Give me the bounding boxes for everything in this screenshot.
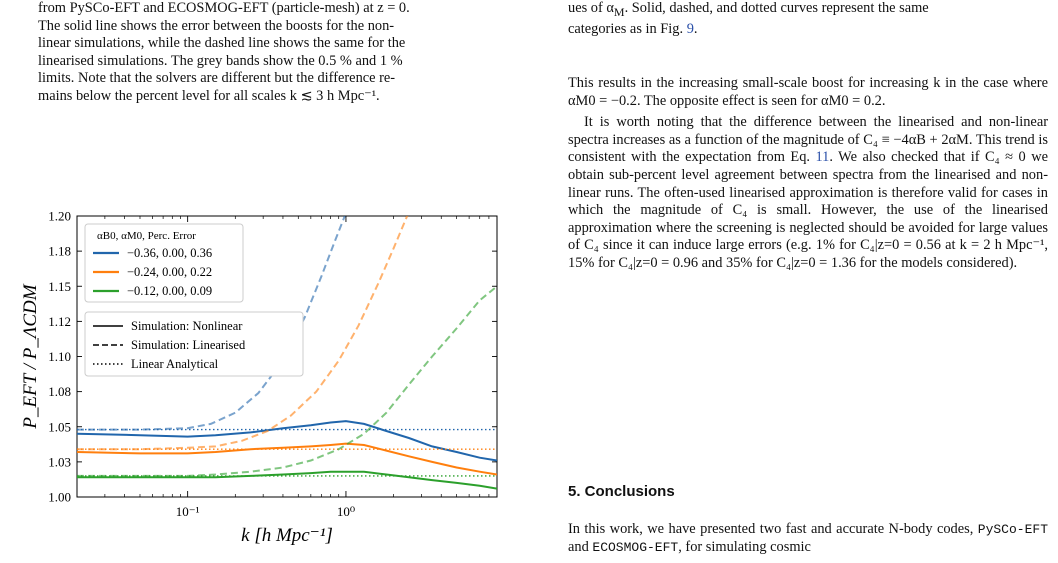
series-1-nonlinear (77, 442, 497, 476)
power-spectrum-ratio-figure: 1.00 1.03 1.05 1.08 1.10 1.12 1.15 1.18 1.20 10⁻¹… (20, 209, 498, 546)
y-tick-label-0: 1.00 (48, 490, 71, 505)
style-legend-entry-0: Simulation: Nonlinear (131, 319, 243, 333)
right-paragraph-1: This results in the increasing small-sca… (568, 75, 1048, 109)
legend-title: αB0, αM0, Perc. Error (97, 230, 196, 242)
legend-entry-0: −0.36, 0.00, 0.36 (127, 246, 212, 260)
axis-layer: 1.00 1.03 1.05 1.08 1.10 1.12 1.15 1.18 1.20 10⁻¹… (20, 209, 498, 546)
style-legend-entry-1: Simulation: Linearised (131, 338, 246, 352)
x-tick-label-1: 10⁰ (337, 504, 355, 519)
series-1-linearised (77, 216, 409, 451)
conclusion-mid: and (568, 538, 593, 555)
series-2-linearised (77, 285, 497, 477)
y-axis-label: P_EFT / P_ΛCDM (20, 283, 41, 429)
y-tick-label-4: 1.10 (48, 349, 71, 364)
y-tick-label-2: 1.05 (48, 419, 71, 434)
left-caption-line-4: limits. Note that the solvers are differ… (38, 70, 396, 87)
right-paragraph-2: It is worth noting that the difference b… (568, 114, 1048, 272)
right-paragraph-2-b: . We also checked that if C₄ ≈ 0 we obta… (568, 149, 1048, 271)
left-caption-line-3: linearised simulations. The grey bands s… (38, 52, 403, 69)
right-caption-part-3: categories as in Fig. (568, 21, 687, 38)
series-0-nonlinear (77, 420, 497, 462)
series-0-linearised (77, 216, 346, 431)
y-tick-label-7: 1.18 (48, 244, 71, 259)
right-column: ues of αM. Solid, dashed, and dotted cur… (568, 0, 1048, 273)
right-caption-part-0: ues of α (568, 0, 614, 16)
series-2-nonlinear (77, 470, 497, 490)
conclusion-b: , for simulating cosmic (678, 538, 811, 555)
right-caption: ues of αM. Solid, dashed, and dotted cur… (568, 0, 1048, 39)
y-tick-label-6: 1.15 (48, 279, 71, 294)
style-legend-entry-2: Linear Analytical (131, 357, 219, 371)
y-tick-label-8: 1.20 (48, 209, 71, 224)
y-tick-label-1: 1.03 (48, 454, 71, 469)
code-name-pysco: PySCo-EFT (977, 522, 1048, 537)
left-caption: from PySCo-EFT and ECOSMOG-EFT (particle… (38, 0, 508, 106)
right-caption-part-1: M (613, 4, 625, 19)
y-tick-label-5: 1.12 (48, 314, 71, 329)
conclusion-paragraph: In this work, we have presented two fast… (568, 521, 1048, 556)
section-title: 5. Conclusions (568, 483, 675, 500)
left-caption-line-1: The solid line shows the error between t… (38, 17, 395, 34)
legend-box-styles (84, 311, 304, 377)
left-caption-line-5: mains below the percent level for all sc… (38, 87, 380, 104)
right-caption-part-5: . (693, 21, 698, 38)
right-paragraph-2-a: It is worth noting that the difference b… (568, 114, 1048, 166)
left-caption-line-2: linear simulations, while the dashed lin… (38, 35, 406, 52)
x-axis-label: k [h Mpc⁻¹] (241, 525, 333, 546)
fig-ref-link[interactable]: 9 (686, 21, 694, 38)
conclusion-a: In this work, we have presented two fast… (568, 521, 978, 537)
legend-layer: αB0, αM0, Perc. Error −0.36, 0.00, 0.36 −0… (84, 223, 304, 377)
legend-entry-1: −0.24, 0.00, 0.22 (127, 265, 212, 279)
legend-box-models (84, 223, 244, 303)
left-caption-line-0: from PySCo-EFT and ECOSMOG-EFT (particle… (38, 0, 410, 16)
right-caption-part-2: . Solid, dashed, and dotted curves repre… (624, 0, 929, 16)
plot-layer (77, 216, 497, 490)
x-tick-label-0: 10⁻¹ (176, 504, 200, 519)
code-name-ecosmog: ECOSMOG-EFT (592, 539, 679, 555)
y-tick-label-3: 1.08 (48, 384, 71, 399)
legend-entry-2: −0.12, 0.00, 0.09 (127, 284, 212, 298)
eq-ref-link[interactable]: 11 (815, 149, 830, 166)
